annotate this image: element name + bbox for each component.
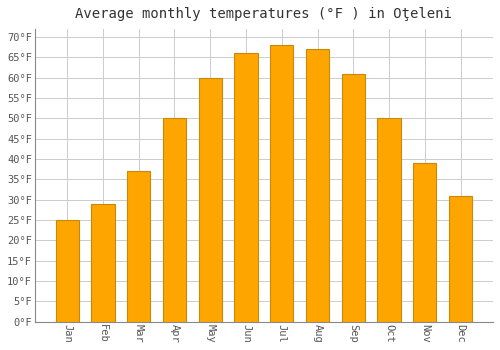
- Bar: [270, 45, 293, 322]
- Bar: [56, 220, 79, 322]
- Bar: [342, 74, 365, 322]
- Bar: [92, 204, 114, 322]
- Bar: [449, 196, 472, 322]
- Bar: [378, 118, 400, 322]
- Bar: [306, 49, 329, 322]
- Title: Average monthly temperatures (°F ) in Oţeleni: Average monthly temperatures (°F ) in Oţ…: [76, 7, 452, 21]
- Bar: [234, 54, 258, 322]
- Bar: [413, 163, 436, 322]
- Bar: [127, 171, 150, 322]
- Bar: [198, 78, 222, 322]
- Bar: [163, 118, 186, 322]
